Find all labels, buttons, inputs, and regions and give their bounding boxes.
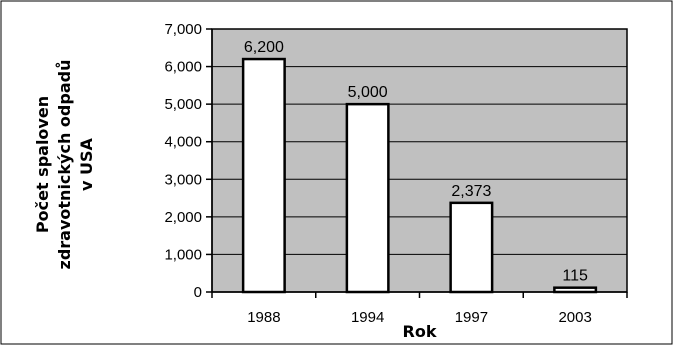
y-tick-label: 4,000	[164, 134, 202, 151]
y-axis-title: Počet spaloven zdravotnických odpadů v USA	[33, 60, 96, 270]
data-label: 115	[562, 268, 588, 285]
axes	[206, 28, 628, 298]
y-tick-label: 7,000	[164, 21, 202, 38]
y-tick-label: 5,000	[164, 96, 202, 113]
labels: 0 1,000 2,000 3,000 4,000 5,000 6,000 7,000 6,20…	[164, 21, 591, 326]
x-tick-label: 1997	[455, 309, 488, 326]
x-axis-title: Rok	[403, 322, 437, 341]
y-tick-label: 0	[194, 284, 202, 301]
data-label: 6,200	[244, 39, 284, 56]
x-tick-label: 2003	[558, 309, 591, 326]
bars	[241, 57, 598, 294]
y-axis-title-line: Počet spaloven	[33, 96, 52, 233]
y-tick-label: 6,000	[164, 59, 202, 76]
y-axis-title-line: zdravotnických odpadů	[55, 60, 74, 270]
bar-1988	[241, 57, 286, 294]
y-axis-title-line: v USA	[77, 137, 96, 191]
bar-1994	[345, 102, 390, 294]
x-tick-label: 1988	[247, 309, 280, 326]
y-tick-label: 3,000	[164, 171, 202, 188]
x-tick-label: 1994	[351, 309, 384, 326]
data-label: 5,000	[348, 84, 388, 101]
y-tick-label: 1,000	[164, 246, 202, 263]
y-tick-label: 2,000	[164, 209, 202, 226]
bar-1997	[449, 201, 494, 294]
data-label: 2,373	[451, 183, 491, 200]
